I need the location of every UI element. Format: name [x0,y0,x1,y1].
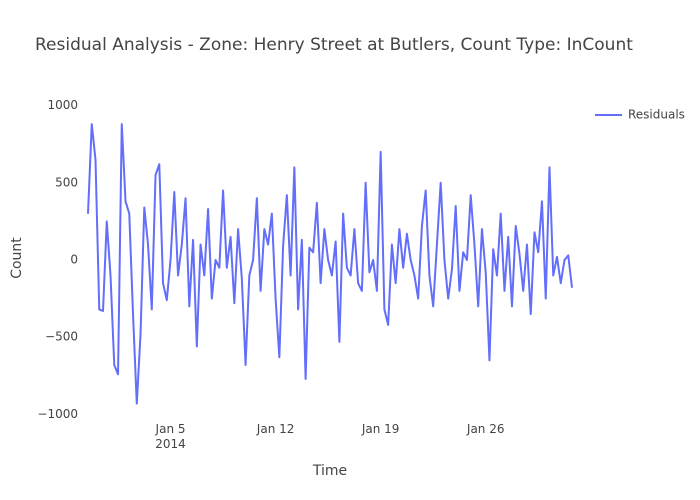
x-tick-label: Jan 26 [466,422,505,436]
y-tick-label: 500 [55,175,78,189]
y-tick-label: −1000 [37,407,78,421]
chart-title: Residual Analysis - Zone: Henry Street a… [35,35,633,55]
y-tick-label: −500 [45,330,78,344]
y-axis-title: Count [9,237,25,279]
y-tick-label: 0 [70,253,78,267]
y-tick-label: 1000 [47,98,78,112]
x-tick-label: Jan 19 [361,422,400,436]
series-line [87,123,573,405]
x-tick-label: Jan 5 2014 [155,422,186,451]
legend-label: Residuals [628,108,685,122]
x-axis-title: Time [312,463,347,479]
x-tick-label: Jan 12 [256,422,295,436]
